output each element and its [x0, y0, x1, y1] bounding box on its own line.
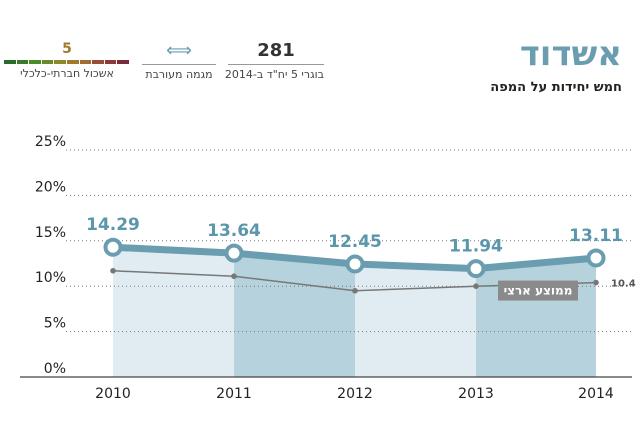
- city-point: [345, 254, 365, 274]
- y-tick-label: 0%: [44, 361, 66, 377]
- national-average-point: [231, 273, 237, 280]
- national-average-point: [110, 267, 116, 274]
- y-tick-label: 25%: [35, 134, 66, 150]
- socio-bar-segment: [92, 60, 104, 64]
- national-average-point: [473, 283, 479, 290]
- area-segment: [234, 253, 355, 377]
- x-tick-label: 2013: [458, 386, 494, 402]
- socio-bar-segment: [117, 60, 129, 64]
- city-point: [586, 248, 606, 268]
- graduates-label: בוגרי 5 יח"ד ב-2014: [224, 68, 324, 81]
- city-data-label: 11.94: [449, 237, 503, 257]
- socio-bar-segment: [54, 60, 67, 64]
- y-tick-label: 10%: [35, 270, 66, 286]
- socio-bar-segment: [104, 60, 117, 64]
- city-point: [466, 259, 486, 279]
- socio-scale-bar: [4, 60, 130, 64]
- national-average-label: ממוצע ארצי: [504, 284, 573, 298]
- y-tick-label: 15%: [35, 225, 66, 241]
- x-tick-label: 2011: [216, 386, 252, 402]
- socio-value: 5: [62, 41, 72, 57]
- socio-stat: 5 אשכול חברתי-כלכלי: [4, 40, 130, 80]
- city-point: [103, 237, 123, 257]
- x-tick-label: 2010: [95, 386, 131, 402]
- socio-bar-segment: [67, 60, 79, 64]
- area-segment: [113, 247, 234, 377]
- double-arrow-icon: ⟺: [166, 40, 192, 61]
- x-tick-label: 2012: [337, 386, 373, 402]
- socio-bar-segment: [4, 60, 16, 64]
- page-subtitle: חמש יחידות על המפה: [490, 80, 622, 95]
- national-average-point: [593, 279, 599, 286]
- socio-bar-segment: [16, 60, 29, 64]
- socio-bar-segment: [29, 60, 41, 64]
- city-data-label: 13.11: [569, 226, 623, 246]
- trend-stat: ⟺ מגמה מעורבת: [142, 40, 216, 81]
- socio-bar-segment: [41, 60, 54, 64]
- national-average-end-value: 10.4: [611, 279, 636, 290]
- national-average-point: [352, 287, 358, 294]
- city-data-label: 14.29: [86, 215, 140, 235]
- y-tick-label: 20%: [35, 179, 66, 195]
- socio-bar-segment: [79, 60, 92, 64]
- socio-label: אשכול חברתי-כלכלי: [20, 67, 114, 80]
- graduates-value: 281: [257, 40, 295, 61]
- page-title: אשדוד: [519, 34, 622, 74]
- graduates-stat: 281 בוגרי 5 יח"ד ב-2014: [224, 40, 324, 81]
- city-point: [224, 243, 244, 263]
- y-tick-label: 5%: [44, 316, 66, 332]
- trend-label: מגמה מעורבת: [145, 68, 213, 81]
- area-segment: [355, 263, 476, 377]
- national-average-label-box: [498, 280, 578, 301]
- city-data-label: 13.64: [207, 221, 261, 241]
- x-tick-label: 2014: [578, 386, 614, 402]
- city-data-label: 12.45: [328, 232, 382, 252]
- area-segment: [476, 257, 596, 377]
